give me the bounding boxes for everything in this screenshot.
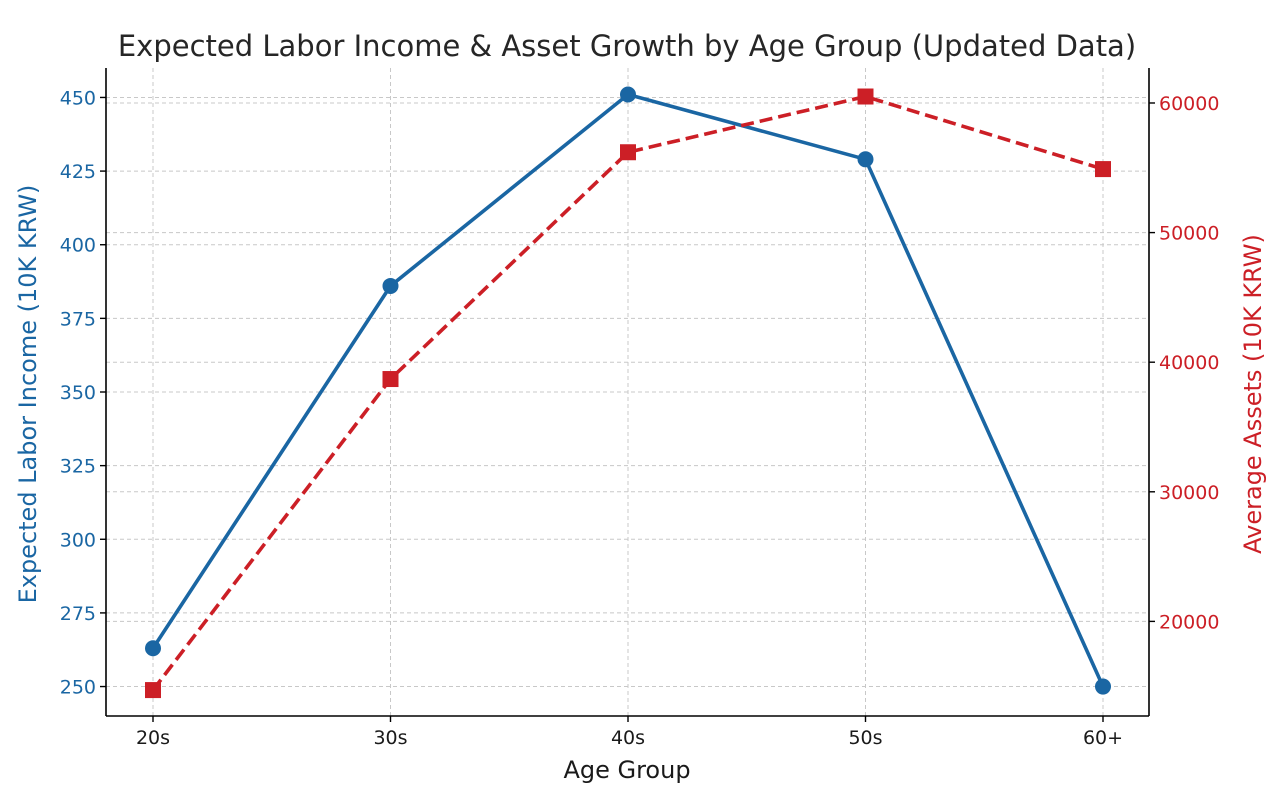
series-1-point bbox=[382, 277, 399, 294]
y-left-tick-label: 250 bbox=[60, 677, 96, 699]
chart-title: Expected Labor Income & Asset Growth by … bbox=[118, 29, 1136, 63]
y-right-tick-label: 60000 bbox=[1159, 93, 1219, 115]
series-2-point bbox=[857, 88, 874, 105]
y-left-tick-label: 375 bbox=[60, 308, 96, 330]
y-axis-left-label: Expected Labor Income (10K KRW) bbox=[14, 185, 42, 604]
series-1-point bbox=[145, 640, 161, 657]
x-tick-label: 20s bbox=[136, 727, 170, 749]
x-tick-label: 30s bbox=[373, 727, 407, 749]
x-tick-label: 50s bbox=[848, 727, 882, 749]
series-2-point bbox=[145, 682, 161, 699]
series-1-point bbox=[620, 86, 636, 103]
y-right-tick-label: 30000 bbox=[1159, 482, 1219, 504]
x-tick-label: 60+ bbox=[1083, 727, 1123, 749]
axes: 20s 30s 40s 50s 60+ 250 275 300 325 350 375 400 425 4… bbox=[60, 68, 1219, 749]
y-right-tick-label: 20000 bbox=[1159, 611, 1219, 633]
series-1-point bbox=[857, 151, 874, 168]
y-left-tick-label: 300 bbox=[60, 529, 96, 551]
y-left-tick-label: 400 bbox=[60, 235, 96, 257]
y-left-tick-label: 350 bbox=[60, 382, 96, 404]
y-right-tick-label: 50000 bbox=[1159, 223, 1219, 245]
y-left-tick-label: 275 bbox=[60, 603, 96, 625]
series-line-2 bbox=[151, 94, 1104, 692]
y-left-tick-label: 325 bbox=[60, 456, 96, 478]
y-left-tick-label: 425 bbox=[60, 161, 96, 183]
series-1-point bbox=[1095, 678, 1111, 695]
x-axis-label: Age Group bbox=[563, 756, 690, 784]
y-right-tick-label: 40000 bbox=[1159, 352, 1219, 374]
y-left-tick-label: 450 bbox=[60, 87, 96, 109]
grid bbox=[106, 68, 1149, 716]
y-axis-right-label: Average Assets (10K KRW) bbox=[1239, 234, 1267, 554]
series-layer bbox=[145, 86, 1111, 699]
series-2-point bbox=[620, 144, 636, 161]
series-2-point bbox=[382, 371, 399, 388]
x-tick-label: 40s bbox=[611, 727, 645, 749]
series-2-point bbox=[1095, 161, 1111, 178]
